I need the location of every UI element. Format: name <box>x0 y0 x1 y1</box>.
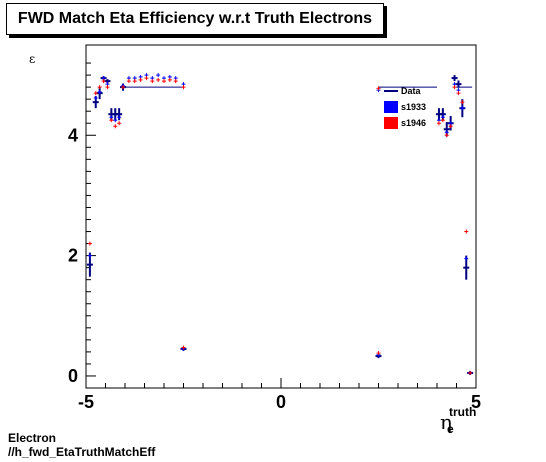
marker-point <box>132 79 137 84</box>
footer-line-2: //h_fwd_EtaTruthMatchEff <box>8 445 156 459</box>
y-tick-label: 0 <box>68 366 78 386</box>
marker-point <box>138 77 143 82</box>
marker-point <box>376 86 381 91</box>
marker-point <box>464 256 469 261</box>
marker-point <box>167 77 172 82</box>
legend-entry: s1933 <box>384 101 426 113</box>
marker-point <box>456 91 461 96</box>
marker-point <box>87 241 92 246</box>
marker-point <box>173 79 178 84</box>
marker-point <box>113 118 118 123</box>
x-axis-label-sub: e <box>447 422 454 436</box>
footer-line-1: Electron <box>8 431 57 445</box>
legend-entry: Data <box>384 86 422 96</box>
series-s1946 <box>87 76 473 375</box>
marker-point <box>156 77 161 82</box>
marker-point <box>87 253 92 258</box>
marker-point <box>113 124 118 129</box>
marker-point <box>101 79 106 84</box>
marker-point <box>440 118 445 123</box>
marker-point <box>464 229 469 234</box>
legend-label: s1946 <box>401 118 426 128</box>
x-tick-label: 5 <box>471 392 481 412</box>
marker-point <box>448 124 453 129</box>
x-tick-label: 0 <box>276 392 286 412</box>
plot-frame <box>85 44 477 389</box>
marker-point <box>181 345 186 350</box>
marker-point <box>117 121 122 126</box>
marker-point <box>97 85 102 90</box>
legend-label: s1933 <box>401 102 426 112</box>
legend: Data s1933 s1946 <box>384 86 426 129</box>
marker-point <box>97 89 102 94</box>
legend-swatch <box>384 117 398 129</box>
chart-title: FWD Match Eta Efficiency w.r.t Truth Ele… <box>17 10 373 27</box>
x-tick-label: -5 <box>78 392 94 412</box>
data-point <box>451 75 458 82</box>
y-tick-label: 4 <box>68 125 78 145</box>
marker-point <box>452 85 457 90</box>
marker-point <box>121 85 126 90</box>
marker-point <box>117 115 122 120</box>
legend-label: Data <box>401 86 422 96</box>
x-axis-label-main: η <box>440 410 452 434</box>
marker-point <box>144 76 149 81</box>
legend-swatch <box>384 101 398 113</box>
marker-point <box>444 133 449 138</box>
marker-point <box>460 106 465 111</box>
legend-entry: s1946 <box>384 117 426 129</box>
marker-point <box>93 91 98 96</box>
marker-point <box>126 79 131 84</box>
marker-point <box>105 85 110 90</box>
x-axis-label-sup: truth <box>449 405 476 419</box>
histogram-path-footer: Electron //h_fwd_EtaTruthMatchEff <box>8 431 155 459</box>
marker-point <box>156 73 161 78</box>
marker-point <box>109 118 114 123</box>
marker-point <box>162 79 166 84</box>
chart-title-box: FWD Match Eta Efficiency w.r.t Truth Ele… <box>6 3 384 35</box>
marker-point <box>150 79 155 84</box>
x-axis-label: η truth e <box>440 405 476 436</box>
marker-point <box>376 351 381 356</box>
marker-point <box>181 85 186 90</box>
y-axis-label: ε <box>29 52 35 66</box>
y-tick-label: 2 <box>68 246 78 266</box>
marker-point <box>436 121 441 126</box>
marker-point <box>93 95 98 100</box>
marker-point <box>460 100 465 105</box>
series-layer <box>86 73 474 375</box>
marker-point <box>468 370 473 375</box>
